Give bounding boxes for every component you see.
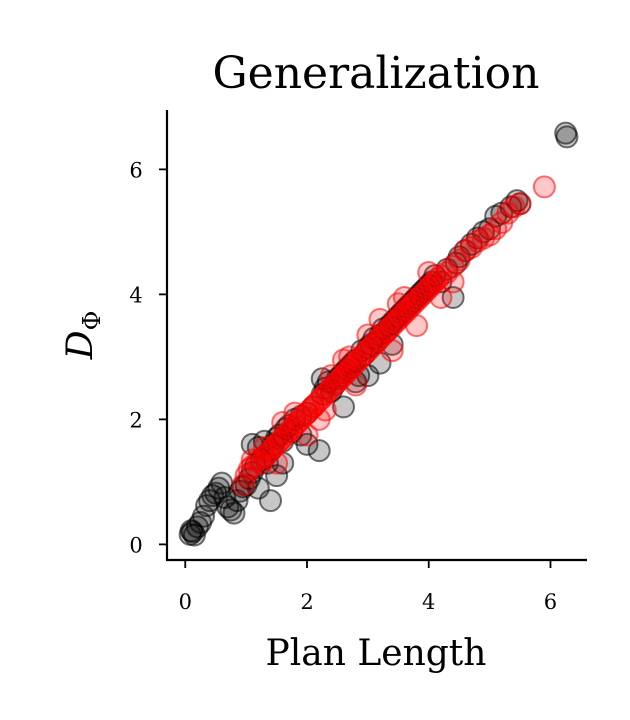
y-tick-label: 4 (129, 283, 142, 307)
data-point-series-2 (380, 339, 404, 363)
data-points (178, 121, 579, 547)
data-point-series-2 (271, 411, 295, 434)
data-point-series-1 (307, 439, 331, 463)
data-point-series-2 (368, 307, 392, 331)
data-point-series-1 (441, 286, 465, 309)
x-tick-label: 6 (544, 590, 557, 614)
data-point-series-2 (240, 448, 264, 472)
data-point-series-2 (386, 292, 410, 316)
data-point-series-2 (405, 314, 429, 338)
y-tick-label: 2 (129, 408, 142, 432)
x-tick-label: 4 (422, 590, 435, 614)
x-tick-label: 2 (300, 590, 313, 614)
data-point-series-2 (313, 398, 337, 422)
chart-title: Generalization (213, 48, 540, 99)
data-point-series-2 (508, 192, 532, 216)
x-axis-label: Plan Length (266, 633, 487, 674)
y-tick-label: 6 (129, 158, 142, 182)
data-point-series-1 (332, 395, 355, 419)
data-point-series-2 (356, 323, 380, 347)
y-axis-label-main: D (60, 330, 101, 360)
y-axis-label-subscript: Φ (78, 311, 106, 331)
data-point-series-2 (319, 364, 343, 388)
data-point-series-2 (338, 345, 362, 369)
data-point-series-2 (295, 423, 319, 447)
axis-ticks: 0 2 4 6 0 2 4 6 (129, 158, 557, 614)
y-tick-label: 0 (129, 533, 142, 557)
data-point-series-1 (265, 464, 289, 488)
data-point-series-2 (441, 270, 465, 294)
data-point-series-2 (429, 286, 453, 309)
data-point-series-1 (555, 125, 579, 149)
data-point-series-2 (417, 261, 441, 284)
data-point-series-2 (532, 175, 556, 199)
data-point-series-2 (265, 451, 289, 475)
y-axis-label: DΦ (60, 311, 106, 361)
data-point-series-2 (344, 373, 368, 397)
x-tick-label: 0 (179, 590, 192, 614)
